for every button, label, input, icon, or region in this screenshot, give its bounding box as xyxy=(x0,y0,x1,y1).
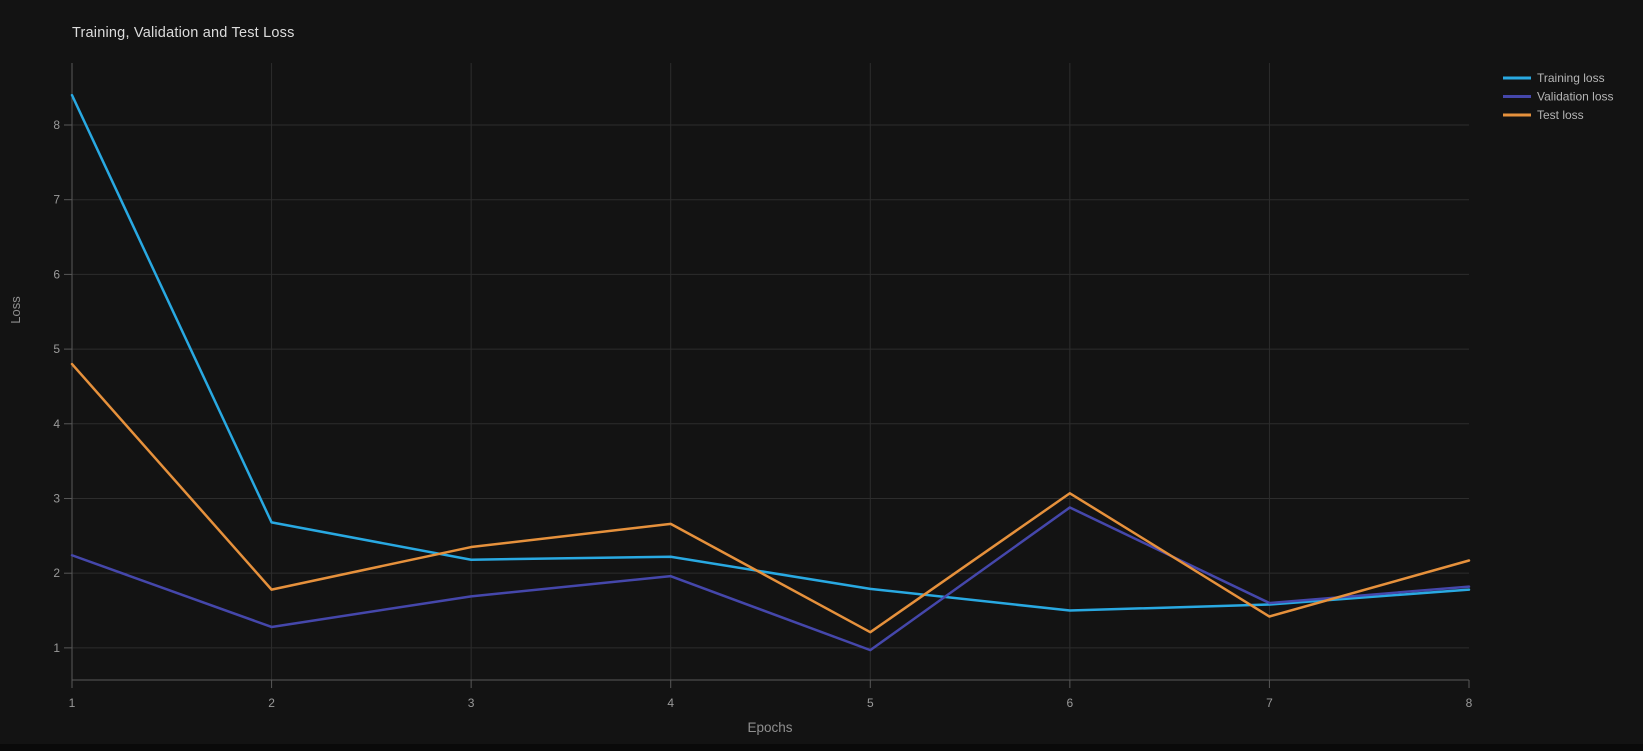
validation-loss-line[interactable] xyxy=(70,506,1471,652)
y-tick-label: 1 xyxy=(53,641,60,655)
window-bottom-edge xyxy=(0,744,1643,751)
x-tick-label: 4 xyxy=(667,696,674,710)
axes xyxy=(71,63,1469,681)
y-tick-label: 7 xyxy=(53,193,60,207)
legend-item-validation-loss[interactable]: Validation loss xyxy=(1503,90,1614,104)
x-gridlines xyxy=(271,63,1270,680)
legend-item-test-loss[interactable]: Test loss xyxy=(1503,108,1584,122)
y-tick-label: 5 xyxy=(53,342,60,356)
legend-label-test-loss: Test loss xyxy=(1537,108,1584,122)
x-tick-label: 2 xyxy=(268,696,275,710)
y-tick-label: 6 xyxy=(53,267,60,281)
x-tick-label: 8 xyxy=(1466,696,1473,710)
legend-item-training-loss[interactable]: Training loss xyxy=(1503,71,1605,85)
x-tick-label: 1 xyxy=(69,696,76,710)
legend: Training loss Validation loss Test loss xyxy=(1503,71,1614,122)
axis-ticks xyxy=(64,124,1470,688)
x-axis-label: Epochs xyxy=(747,720,792,735)
test-loss-line[interactable] xyxy=(70,362,1471,634)
legend-label-training-loss: Training loss xyxy=(1537,71,1605,85)
series-lines xyxy=(70,93,1471,652)
x-tick-label: 6 xyxy=(1067,696,1074,710)
y-tick-labels: 1 2 3 4 5 6 7 8 xyxy=(53,118,60,655)
y-axis-label: Loss xyxy=(8,296,23,324)
x-tick-labels: 1 2 3 4 5 6 7 8 xyxy=(69,696,1473,710)
training-loss-line[interactable] xyxy=(70,93,1471,612)
y-tick-label: 2 xyxy=(53,566,60,580)
x-tick-label: 7 xyxy=(1266,696,1273,710)
x-tick-label: 3 xyxy=(468,696,475,710)
x-tick-label: 5 xyxy=(867,696,874,710)
legend-label-validation-loss: Validation loss xyxy=(1537,90,1614,104)
y-tick-label: 4 xyxy=(53,417,60,431)
y-tick-label: 3 xyxy=(53,491,60,505)
chart-title: Training, Validation and Test Loss xyxy=(72,25,295,41)
y-tick-label: 8 xyxy=(53,118,60,132)
y-gridlines xyxy=(72,124,1469,649)
